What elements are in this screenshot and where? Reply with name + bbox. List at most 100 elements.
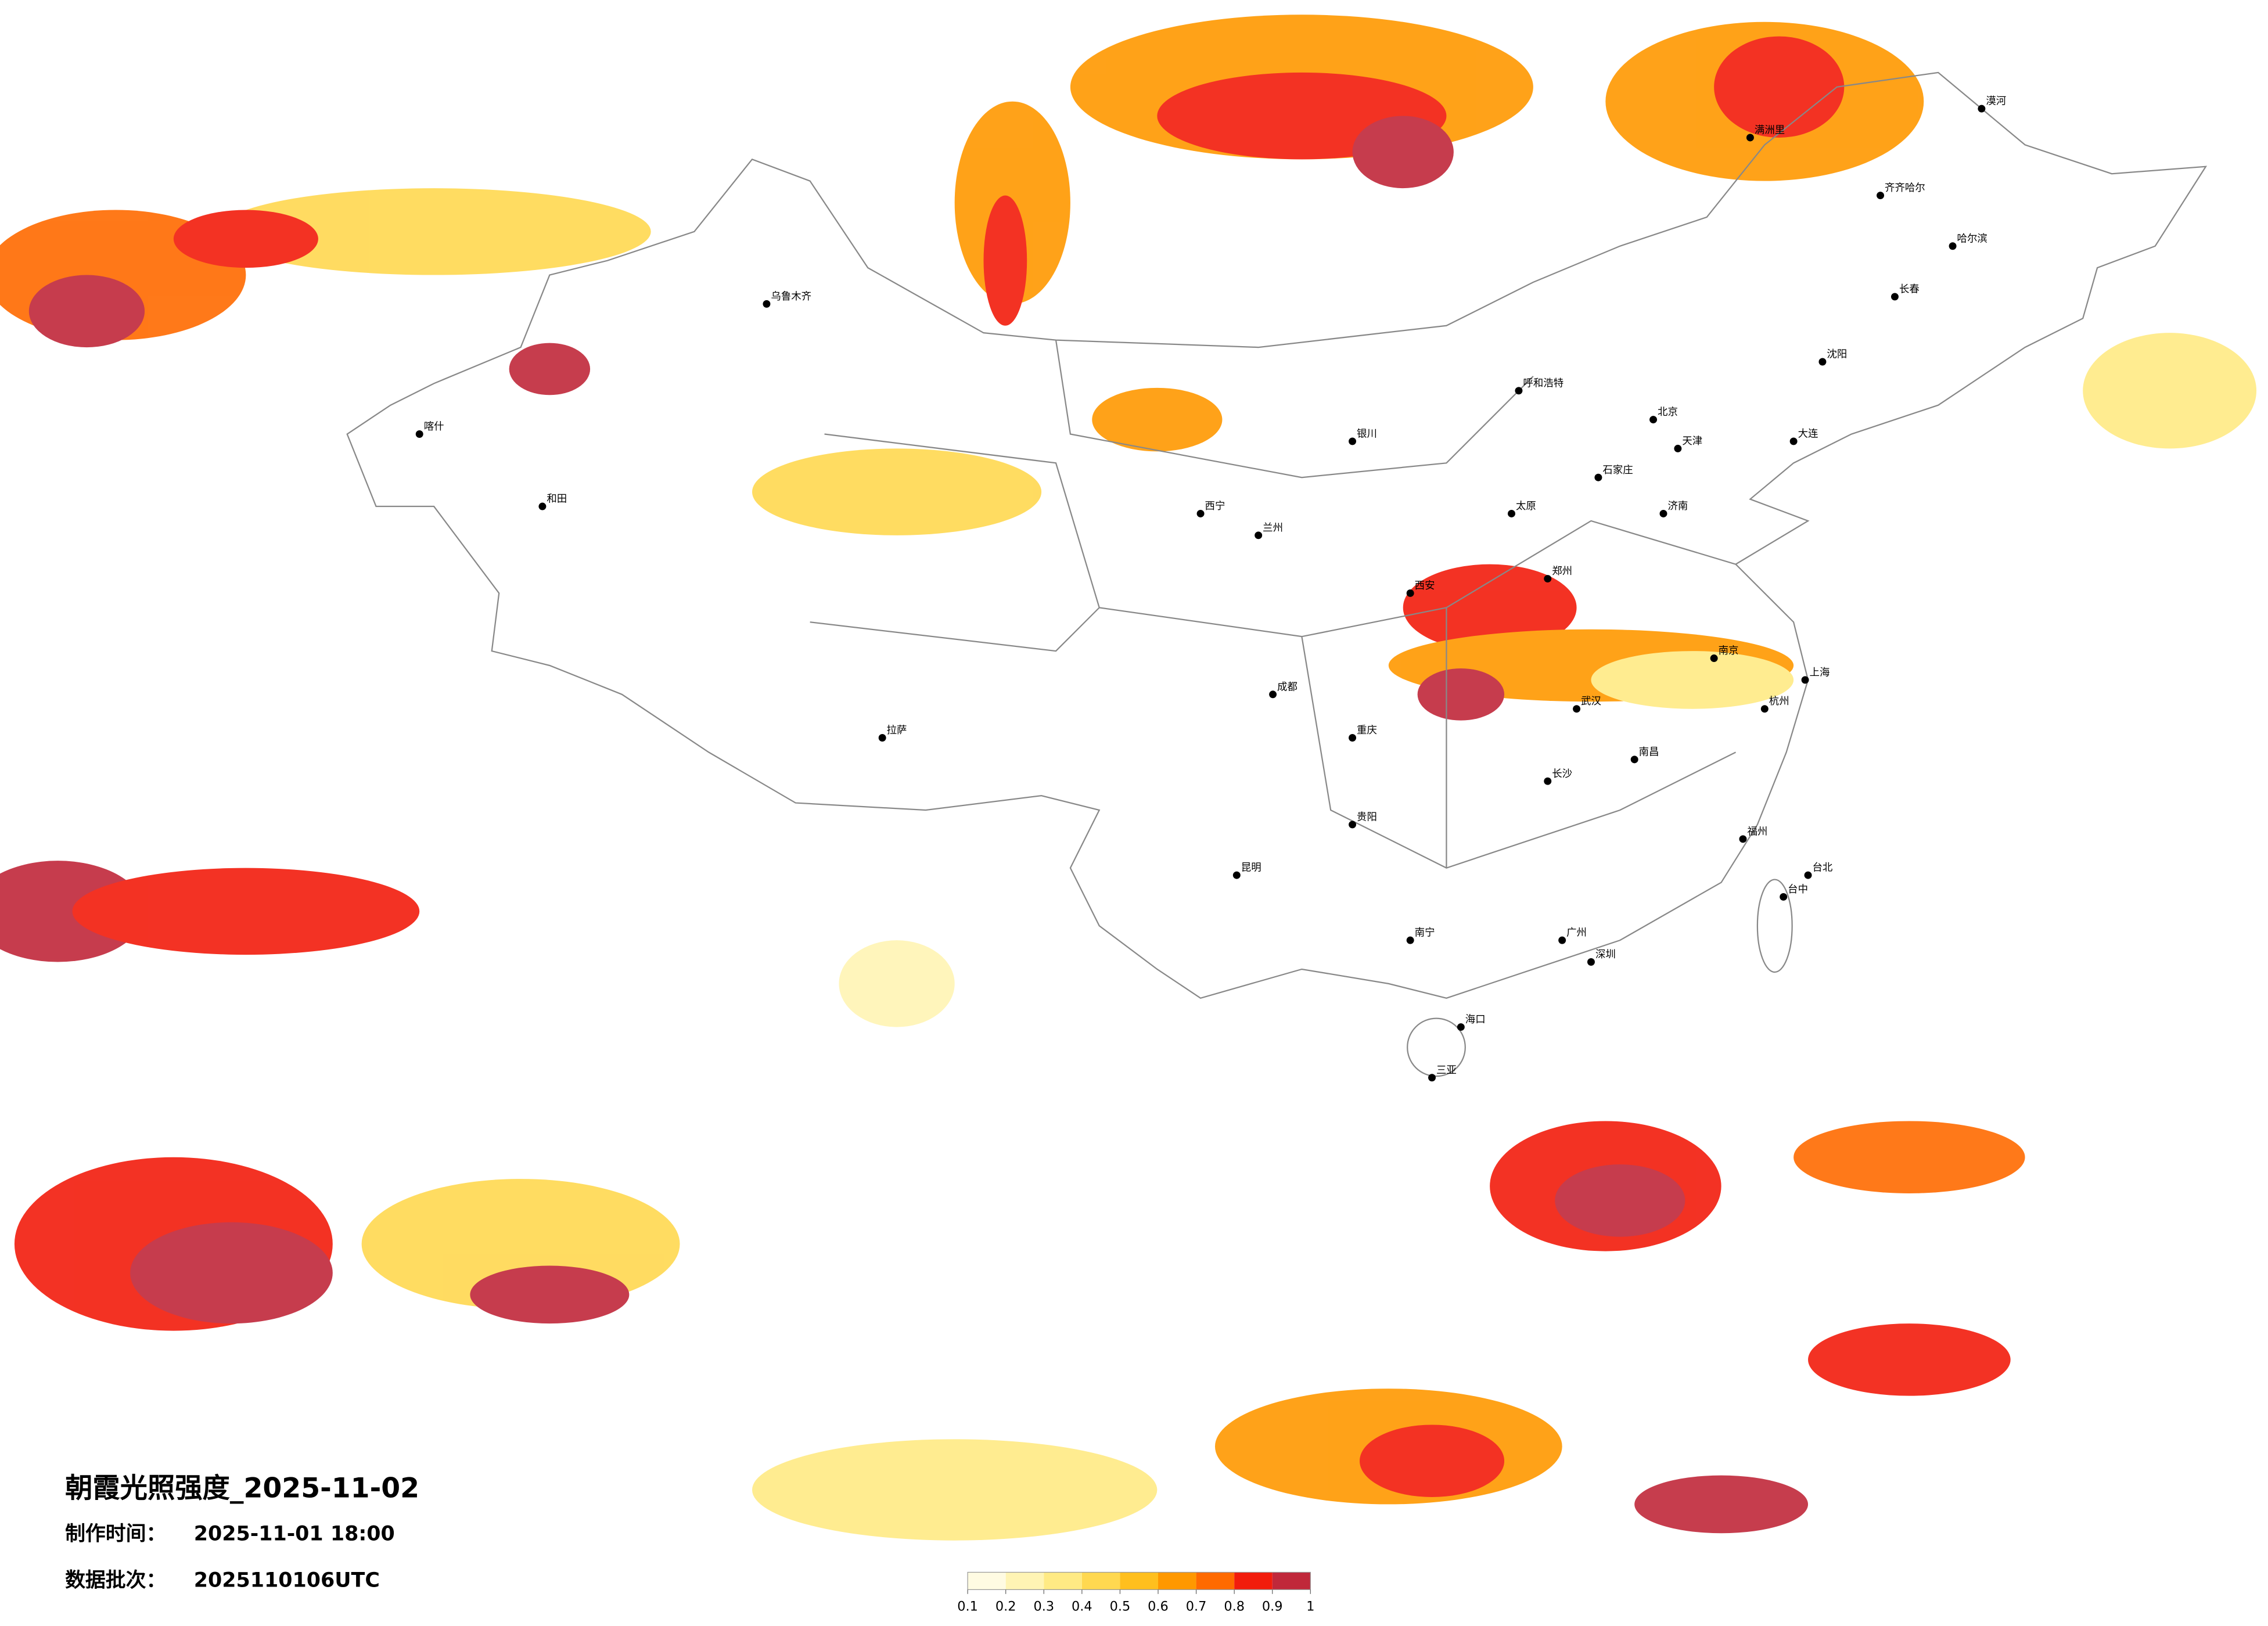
city-dot (1877, 192, 1885, 200)
city-dot (1818, 358, 1827, 366)
city-label: 拉萨 (887, 725, 907, 736)
colorbar-swatch (968, 1572, 1006, 1590)
city-label: 满洲里 (1755, 125, 1785, 136)
city-dot (1515, 387, 1523, 395)
city-label: 西安 (1415, 580, 1435, 592)
city-dot (1978, 105, 1986, 113)
city-label: 三亚 (1436, 1064, 1457, 1076)
city-label: 喀什 (424, 421, 444, 433)
city-dot (1232, 871, 1241, 879)
city-dot (1801, 676, 1809, 684)
city-label: 漠河 (1986, 96, 2006, 107)
city-label: 哈尔滨 (1957, 233, 1987, 244)
colorbar-tick-label: 0.8 (1224, 1599, 1245, 1614)
city-dot (1406, 936, 1414, 944)
city-label: 乌鲁木齐 (771, 291, 811, 303)
city-label: 银川 (1357, 429, 1377, 440)
colorbar-tick-label: 1 (1306, 1599, 1314, 1614)
city-label: 杭州 (1769, 696, 1789, 707)
city-label: 长沙 (1552, 768, 1572, 780)
city-dot (1349, 821, 1357, 829)
city-dot (1428, 1074, 1436, 1082)
city-label: 齐齐哈尔 (1885, 182, 1925, 194)
city-label: 南昌 (1639, 746, 1659, 758)
city-label: 重庆 (1357, 725, 1377, 736)
city-dot (1508, 510, 1515, 517)
city-label: 台北 (1813, 862, 1833, 874)
batch-value: 2025110106UTC (194, 1569, 380, 1592)
colorbar-tick-label: 0.5 (1110, 1599, 1131, 1614)
made-time-value: 2025-11-01 18:00 (194, 1523, 395, 1546)
city-dot (1255, 531, 1263, 539)
city-label: 太原 (1516, 501, 1536, 512)
province-borders (810, 340, 1737, 869)
city-dot (538, 502, 547, 510)
colorbar-swatch (1120, 1572, 1159, 1590)
city-label: 郑州 (1552, 566, 1572, 577)
colorbar-swatch (1158, 1572, 1196, 1590)
city-dot (878, 734, 886, 742)
island (1756, 879, 1793, 973)
light-intensity-field (0, 15, 2257, 1541)
city-dot (1587, 958, 1595, 966)
city-label: 北京 (1658, 406, 1678, 418)
city-dot (415, 430, 423, 438)
city-label: 海口 (1465, 1014, 1486, 1026)
city-label: 深圳 (1595, 949, 1616, 961)
city-label: 和田 (547, 494, 567, 505)
map-title: 朝霞光照强度_2025-11-02 (65, 1473, 419, 1505)
colorbar-tick-label: 0.3 (1033, 1599, 1054, 1614)
city-label: 南京 (1719, 645, 1739, 657)
city-dot (1544, 575, 1552, 583)
colorbar-frame (967, 1571, 1311, 1590)
city-dot (1760, 705, 1769, 713)
city-label: 长春 (1899, 283, 1920, 295)
colorbar-swatch (1272, 1572, 1311, 1590)
city-label: 沈阳 (1827, 349, 1847, 361)
colorbar-tick-label: 0.4 (1072, 1599, 1092, 1614)
colorbar-swatch (1005, 1572, 1044, 1590)
city-dot (1746, 134, 1754, 142)
city-label: 西宁 (1205, 501, 1225, 512)
colorbar: 0.1 0.2 0.3 0.4 0.5 0.6 0.7 0.8 0.9 1 (957, 1571, 1314, 1614)
city-label: 兰州 (1263, 522, 1283, 534)
colorbar-tick-label: 0.2 (995, 1599, 1016, 1614)
city-dot (1649, 416, 1658, 424)
colorbar-tick-label: 0.9 (1262, 1599, 1283, 1614)
city-dot (1558, 936, 1566, 944)
city-dot (1674, 444, 1682, 452)
city-dot (1890, 293, 1899, 301)
island (1407, 1017, 1466, 1077)
city-dot (1739, 835, 1747, 843)
city-dot (1544, 777, 1552, 785)
city-dot (1406, 589, 1414, 597)
batch-label: 数据批次： (65, 1569, 166, 1592)
city-dot (1804, 871, 1812, 879)
city-label: 大连 (1798, 429, 1818, 440)
city-label: 武汉 (1581, 696, 1601, 707)
colorbar-swatch (1234, 1572, 1273, 1590)
city-dot (1573, 705, 1581, 713)
city-label: 呼和浩特 (1523, 377, 1563, 389)
city-label: 广州 (1566, 927, 1587, 939)
city-dot (1269, 690, 1277, 699)
city-dot (1710, 654, 1718, 662)
colorbar-tick-label: 0.7 (1186, 1599, 1207, 1614)
colorbar-swatch (1044, 1572, 1082, 1590)
colorbar-swatch (1081, 1572, 1120, 1590)
city-label: 济南 (1667, 501, 1688, 512)
city-label: 成都 (1277, 681, 1297, 693)
made-time-label: 制作时间： (65, 1523, 166, 1546)
colorbar-tick-label: 0.6 (1148, 1599, 1169, 1614)
city-label: 台中 (1788, 884, 1808, 895)
city-dot (1659, 510, 1667, 517)
city-label: 天津 (1682, 436, 1702, 447)
colorbar-swatch (1196, 1572, 1235, 1590)
city-label: 上海 (1810, 667, 1830, 678)
borders (346, 71, 2208, 1077)
city-dot (1457, 1023, 1465, 1031)
country-outline (346, 71, 2208, 999)
city-dot (1349, 734, 1357, 742)
